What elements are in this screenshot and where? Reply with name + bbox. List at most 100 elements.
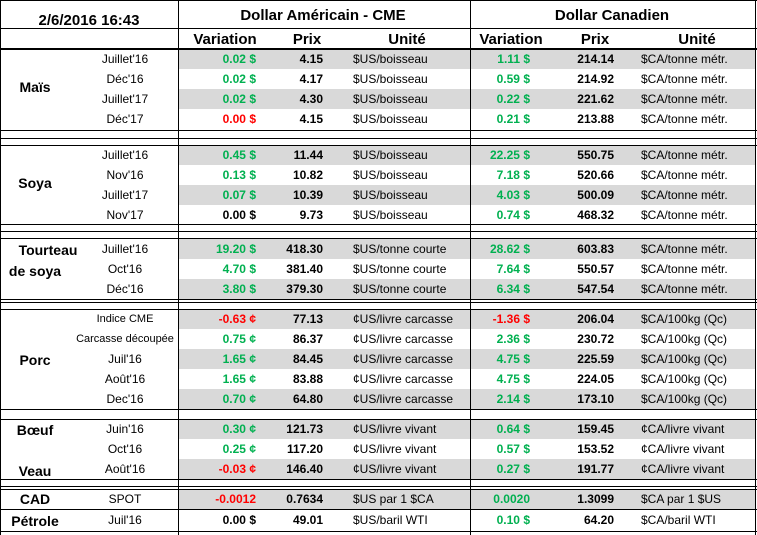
group-label: de soya [8, 263, 62, 279]
grid-line-horizontal [0, 509, 757, 510]
cad-variation: 28.62 $ [489, 242, 530, 256]
contract-term: Juillet'16 [101, 242, 149, 256]
grid-line-vertical [178, 0, 179, 535]
row-shading [178, 349, 755, 369]
usd-unit: $US/tonne courte [353, 262, 447, 276]
cad-unit: $CA/baril WTI [641, 513, 716, 527]
usd-variation: 0.00 $ [222, 112, 256, 126]
cad-variation: -1.36 $ [492, 312, 530, 326]
row-shading [178, 389, 755, 409]
group-label: CAD [19, 491, 51, 507]
row-shading [178, 459, 755, 479]
row-shading [178, 239, 755, 259]
usd-price: 77.13 [292, 312, 323, 326]
contract-term: Août'16 [104, 462, 146, 476]
usd-unit: ¢US/livre carcasse [353, 392, 454, 406]
usd-unit: $US/boisseau [353, 148, 428, 162]
grid-line-vertical [470, 0, 471, 535]
usd-unit: $US/boisseau [353, 92, 428, 106]
group-label: Pétrole [11, 513, 59, 529]
cad-price: 225.59 [577, 352, 614, 366]
usd-price: 11.44 [293, 148, 323, 162]
usd-variation: 1.65 ¢ [222, 352, 256, 366]
cad-unit: $CA/tonne métr. [641, 148, 728, 162]
usd-price: 10.39 [292, 188, 323, 202]
cad-unit: $CA/tonne métr. [641, 72, 728, 86]
usd-price: 379.30 [286, 282, 323, 296]
cad-unit: $CA/tonne métr. [641, 52, 728, 66]
cad-price: 206.04 [577, 312, 614, 326]
cad-unit: $CA/100kg (Qc) [641, 312, 728, 326]
contract-term: Déc'17 [106, 112, 144, 126]
cad-variation: 4.75 $ [496, 352, 530, 366]
contract-term: Juillet'16 [101, 52, 149, 66]
row-shading [178, 49, 755, 69]
grid-line-horizontal [0, 224, 757, 225]
cad-unit: ¢CA/livre vivant [641, 422, 725, 436]
cad-variation: 4.75 $ [496, 372, 530, 386]
grid-line-horizontal [0, 489, 757, 490]
contract-term: Juil'16 [108, 352, 142, 366]
usd-variation: 3.80 $ [222, 282, 256, 296]
grid-line-horizontal [0, 28, 757, 29]
usd-variation: 0.00 $ [222, 513, 256, 527]
usd-unit-header: Unité [388, 31, 426, 48]
timestamp: 2/6/2016 16:43 [38, 12, 140, 29]
cad-unit: $CA/100kg (Qc) [641, 372, 728, 386]
contract-term: SPOT [108, 492, 142, 506]
usd-unit: $US/boisseau [353, 208, 428, 222]
usd-price: 84.45 [292, 352, 323, 366]
usd-variation: 0.02 $ [222, 72, 256, 86]
usd-variation: 0.30 ¢ [222, 422, 256, 436]
usd-variation: 0.70 ¢ [222, 392, 256, 406]
usd-price: 117.20 [286, 442, 323, 456]
grid-line-horizontal [0, 309, 757, 310]
cad-price: 191.77 [577, 462, 614, 476]
cad-variation: 0.21 $ [496, 112, 530, 126]
row-shading [178, 419, 755, 439]
grid-line-horizontal [0, 479, 757, 480]
grid-line-vertical [0, 0, 1, 535]
usd-unit: $US/tonne courte [353, 282, 447, 296]
usd-unit: ¢US/livre carcasse [353, 332, 454, 346]
usd-unit: $US/baril WTI [353, 513, 428, 527]
contract-term: Nov'17 [106, 208, 144, 222]
usd-price: 4.17 [299, 72, 323, 86]
cad-price: 468.32 [577, 208, 614, 222]
usd-unit: $US/boisseau [353, 52, 428, 66]
contract-term: Indice CME [96, 313, 154, 325]
usd-variation: 0.02 $ [222, 92, 256, 106]
usd-price: 10.82 [292, 168, 323, 182]
row-shading [178, 279, 755, 299]
grid-line-horizontal [0, 138, 757, 139]
contract-term: Juil'16 [108, 513, 142, 527]
usd-price: 418.30 [286, 242, 323, 256]
cad-unit: $CA/100kg (Qc) [641, 392, 728, 406]
grid-line-vertical [755, 0, 756, 535]
grid-line-horizontal [0, 419, 757, 420]
usd-variation: 0.13 $ [222, 168, 256, 182]
usd-price: 121.73 [286, 422, 323, 436]
cad-price: 520.66 [577, 168, 614, 182]
group-label: Bœuf [16, 422, 54, 438]
usd-unit: ¢US/livre carcasse [353, 312, 454, 326]
cad-variation: 22.25 $ [489, 148, 530, 162]
contract-term: Déc'16 [106, 282, 144, 296]
cad-price: 603.83 [577, 242, 614, 256]
cad-unit: $CA par 1 $US [641, 492, 722, 506]
cad-variation: 6.34 $ [496, 282, 530, 296]
cad-variation: 0.0020 [493, 492, 530, 506]
cad-price: 547.54 [577, 282, 614, 296]
cad-price: 214.92 [577, 72, 614, 86]
usd-unit: $US/tonne courte [353, 242, 447, 256]
grid-line-horizontal [0, 49, 757, 50]
grid-line-horizontal [0, 238, 757, 239]
row-shading [178, 489, 755, 509]
cad-variation: 0.74 $ [496, 208, 530, 222]
cad-section-title: Dollar Canadien [554, 7, 670, 24]
cad-price-header: Prix [580, 31, 610, 48]
grid-line-horizontal [0, 409, 757, 410]
usd-variation-header: Variation [193, 31, 257, 48]
usd-variation: 0.07 $ [222, 188, 256, 202]
group-label: Porc [19, 352, 51, 368]
